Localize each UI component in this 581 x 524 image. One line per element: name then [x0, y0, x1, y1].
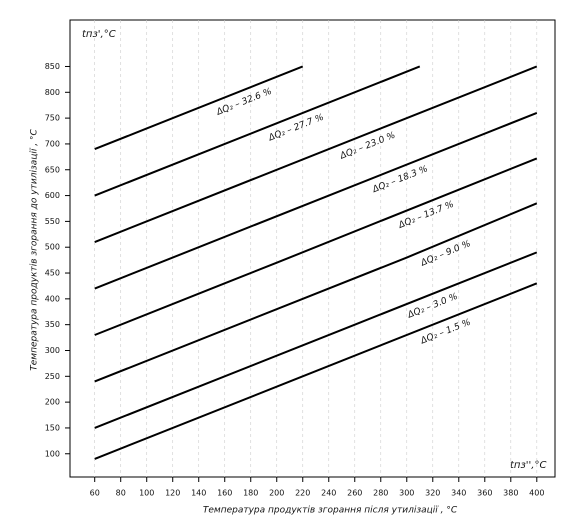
x-tick-label: 240: [321, 489, 336, 498]
line-label: ΔQ₂ – 13.7 %: [397, 200, 456, 231]
x-tick-label: 100: [139, 489, 154, 498]
line-label: ΔQ₂ – 1.5 %: [419, 318, 473, 347]
x-tick-label: 80: [116, 489, 126, 498]
line-label: ΔQ₂ – 32.6 %: [214, 87, 273, 118]
x-tick-label: 280: [373, 489, 388, 498]
y-tick-label: 750: [45, 114, 60, 123]
series-line: [94, 65, 421, 197]
x-axis-label: Температура продуктів згорання після ути…: [203, 506, 458, 516]
y-tick-label: 850: [45, 62, 60, 71]
y-tick-label: 550: [45, 217, 60, 226]
series-line: [94, 251, 538, 429]
series-line: [94, 282, 538, 460]
y-tick-label: 150: [45, 423, 60, 432]
y-tick-label: 450: [45, 269, 60, 278]
x-tick-label: 260: [347, 489, 362, 498]
y-tick-label: 500: [45, 243, 60, 252]
y-tick-label: 100: [45, 449, 60, 458]
line-label: ΔQ₂ – 27.7 %: [266, 113, 325, 144]
x-tick-label: 340: [451, 489, 466, 498]
y-tick-label: 250: [45, 372, 60, 381]
x-tick-label: 180: [243, 489, 258, 498]
y-tick-label: 350: [45, 320, 60, 329]
y-tick-label: 800: [45, 88, 60, 97]
x-tick-label: 60: [90, 489, 100, 498]
y-tick-label: 650: [45, 165, 60, 174]
x-tick-label: 300: [399, 489, 414, 498]
line-label: ΔQ₂ – 23.0 %: [338, 131, 397, 162]
x-tick-label: 320: [425, 489, 440, 498]
series-line: [94, 157, 538, 336]
x-tick-label: 120: [165, 489, 180, 498]
series-line: [94, 65, 304, 151]
x-tick-label: 200: [269, 489, 284, 498]
y-tick-label: 400: [45, 294, 60, 303]
x-tick-label: 140: [191, 489, 206, 498]
y-tick-label: 700: [45, 139, 60, 148]
y-tick-label: 200: [45, 398, 60, 407]
y-tick-label: 300: [45, 346, 60, 355]
y-corner-label: tпз',°C: [82, 29, 116, 40]
plot-frame: [69, 19, 556, 478]
y-axis-label: Температура продуктів згорання до утиліз…: [30, 129, 40, 371]
x-tick-label: 380: [503, 489, 518, 498]
y-tick-label: 600: [45, 191, 60, 200]
x-tick-label: 160: [217, 489, 232, 498]
x-tick-label: 400: [529, 489, 544, 498]
x-tick-label: 360: [477, 489, 492, 498]
line-label: ΔQ₂ – 18.3 %: [370, 164, 429, 195]
x-tick-label: 220: [295, 489, 310, 498]
series-line: [94, 65, 538, 243]
series-line: [94, 112, 538, 290]
series-line: [94, 202, 538, 383]
x-corner-label: tпз'',°C: [510, 460, 546, 471]
line-label: ΔQ₂ – 9.0 %: [419, 239, 473, 269]
